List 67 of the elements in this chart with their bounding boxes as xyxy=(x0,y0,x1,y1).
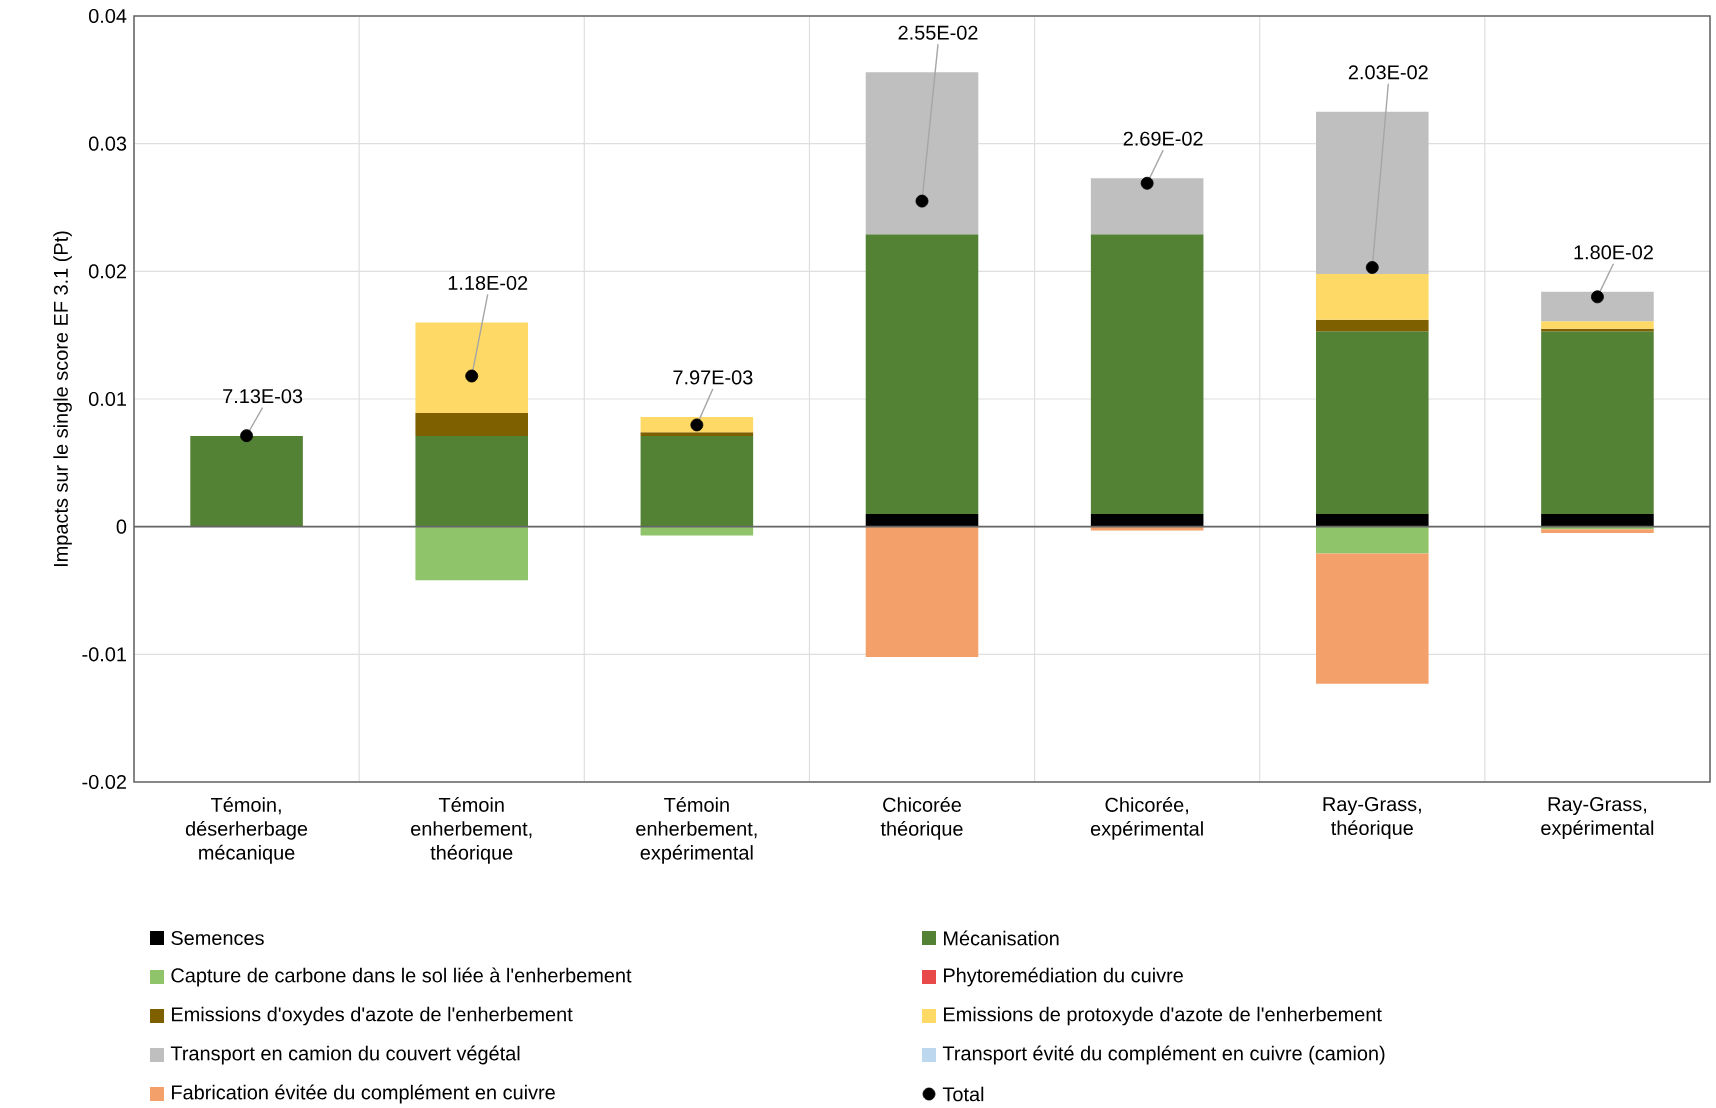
bar xyxy=(1541,513,1654,527)
y-tick-label: -0.02 xyxy=(82,774,126,790)
x-tick-label: Témoin, déserherbage mécanique xyxy=(185,797,308,864)
legend-label: Capture de carbone dans le sol liée à l'enherbement xyxy=(171,967,632,987)
bar xyxy=(1316,111,1429,274)
data-label: 1.18E-02 xyxy=(448,275,528,290)
bar xyxy=(1316,553,1429,684)
x-tick-label: Témoin enherbement, expérimental xyxy=(636,797,757,864)
bar xyxy=(1090,178,1204,235)
bar xyxy=(190,436,303,527)
y-tick-label: 0.01 xyxy=(88,391,126,407)
bar xyxy=(1316,513,1429,527)
y-tick-label: 0.02 xyxy=(88,264,126,279)
bar xyxy=(865,513,979,527)
y-tick-label: -0.01 xyxy=(82,647,126,662)
point xyxy=(240,429,253,443)
legend-label: Mécanisation xyxy=(944,930,1059,946)
bar xyxy=(1090,234,1204,514)
bar xyxy=(640,416,754,433)
bar xyxy=(1090,513,1204,527)
data-label: 7.13E-03 xyxy=(223,389,303,404)
data-label: 2.55E-02 xyxy=(898,25,978,40)
legend-label: Emissions d'oxydes d'azote de l'enherbement xyxy=(172,1006,573,1026)
bar xyxy=(1541,529,1654,534)
data-label: 7.97E-03 xyxy=(673,370,753,385)
bar xyxy=(1541,291,1654,322)
y-tick-label: 0.04 xyxy=(88,8,127,24)
bar xyxy=(415,436,528,527)
point xyxy=(1140,176,1154,190)
y-tick-label: 0.03 xyxy=(88,136,127,151)
x-tick-label: Chicorée théorique xyxy=(880,797,963,840)
legend-label: Semences xyxy=(171,930,264,946)
x-tick-label: Témoin enherbement, théorique xyxy=(411,797,532,864)
x-tick-label: Ray-Grass, théorique xyxy=(1323,797,1421,839)
legend-label: Transport évité du complément en cuivre (camion) xyxy=(942,1045,1385,1065)
data-label: 1.80E-02 xyxy=(1574,245,1653,260)
bar xyxy=(640,436,754,527)
bar xyxy=(865,72,979,235)
bar xyxy=(1541,321,1654,329)
x-tick-label: Chicorée, expérimental xyxy=(1090,797,1203,840)
bar xyxy=(1316,273,1429,320)
data-label: 2.69E-02 xyxy=(1123,131,1203,146)
point xyxy=(690,418,704,432)
bar xyxy=(1316,526,1429,554)
point xyxy=(915,194,929,208)
bar xyxy=(640,432,754,437)
legend-label: Transport en camion du couvert végétal xyxy=(170,1045,520,1065)
bar xyxy=(1316,331,1429,514)
point xyxy=(465,369,479,383)
legend-label: Total xyxy=(942,1086,984,1102)
bar xyxy=(415,322,528,414)
bar xyxy=(865,526,979,657)
y-axis-title: Impacts sur le single score EF 3.1 (Pt) xyxy=(53,231,72,567)
bar xyxy=(1316,319,1429,332)
bar xyxy=(415,526,528,581)
legend-label: Phytoremédiation du cuivre xyxy=(944,967,1183,987)
x-tick-label: Ray-Grass, expérimental xyxy=(1541,797,1654,839)
y-tick-label: 0 xyxy=(116,519,127,534)
bar xyxy=(415,413,528,437)
bar xyxy=(1541,331,1654,514)
legend-label: Fabrication évitée du complément en cuivre xyxy=(172,1084,555,1104)
point xyxy=(1591,290,1604,304)
legend-label: Emissions de protoxyde d'azote de l'enherbement xyxy=(944,1006,1382,1026)
bar xyxy=(640,526,754,536)
data-label: 2.03E-02 xyxy=(1348,65,1428,80)
point xyxy=(1365,261,1379,274)
bar xyxy=(865,234,979,514)
